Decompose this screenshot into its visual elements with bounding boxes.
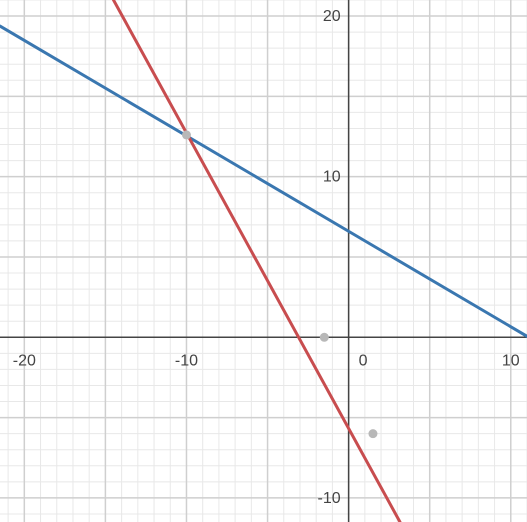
axis-tick-label: -20	[13, 353, 36, 370]
axis-tick-label: 20	[323, 8, 341, 25]
axis-tick-label: 0	[359, 353, 368, 370]
plot-point	[368, 429, 377, 438]
coordinate-plane-chart: -20 -10 0 10 20 10 -10	[0, 0, 527, 522]
axis-tick-label: 10	[502, 353, 520, 370]
plot-point	[320, 333, 329, 342]
axis-tick-label: -10	[175, 353, 198, 370]
axis-tick-label: 10	[323, 169, 341, 186]
axis-tick-label: -10	[318, 490, 341, 507]
plot-point	[182, 130, 191, 139]
